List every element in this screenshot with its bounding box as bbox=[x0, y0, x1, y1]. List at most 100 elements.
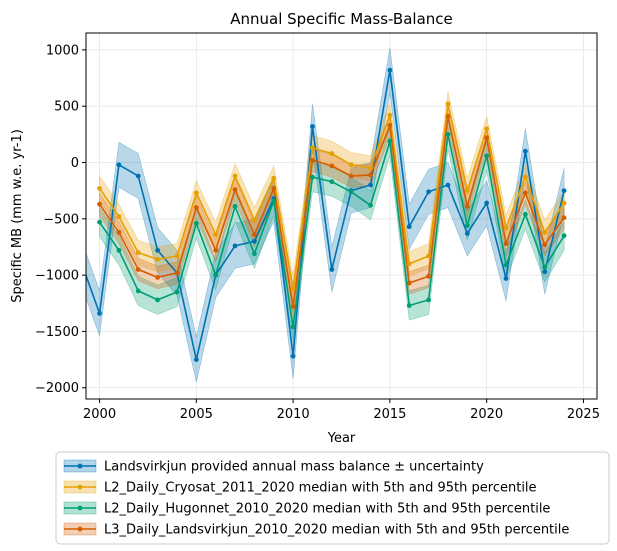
legend-item-4: L3_Daily_Landsvirkjun_2010_2020 median w… bbox=[63, 523, 569, 538]
legend-label: L3_Daily_Landsvirkjun_2010_2020 median w… bbox=[104, 523, 569, 538]
series-3-point bbox=[251, 251, 257, 257]
series-2-point bbox=[542, 229, 548, 235]
series-4-point bbox=[97, 201, 102, 207]
series-1-point bbox=[97, 311, 102, 316]
y-tick-label: −1500 bbox=[35, 325, 79, 340]
grid bbox=[86, 33, 597, 399]
series-2-point bbox=[387, 112, 393, 118]
series-1-point bbox=[464, 231, 470, 236]
series-4-point bbox=[290, 304, 296, 310]
legend-item-2: L2_Daily_Cryosat_2011_2020 median with 5… bbox=[63, 481, 537, 496]
series-4-point bbox=[426, 273, 432, 279]
series-3-point bbox=[329, 179, 335, 185]
legend-swatch-marker bbox=[77, 505, 83, 511]
series-4-point bbox=[368, 172, 373, 178]
series-1-point bbox=[445, 182, 451, 188]
series-3-point bbox=[213, 272, 219, 278]
legend-swatch-marker bbox=[77, 526, 83, 532]
series-3-point bbox=[135, 288, 141, 294]
series-3-point bbox=[406, 303, 412, 308]
series-2-point bbox=[368, 165, 373, 171]
series-1-band bbox=[86, 47, 565, 383]
x-tick-label: 2005 bbox=[180, 407, 213, 422]
legend-item-1: Landsvirkjun provided annual mass balanc… bbox=[63, 460, 484, 475]
series-2-point bbox=[213, 232, 219, 237]
chart-title: Annual Specific Mass-Balance bbox=[230, 10, 453, 28]
series-4-point bbox=[271, 186, 277, 191]
series-2-point bbox=[97, 186, 102, 191]
series-3-point bbox=[464, 223, 470, 228]
series-1-line bbox=[86, 69, 565, 361]
series-2-point bbox=[406, 261, 412, 267]
y-tick-label: −1000 bbox=[35, 269, 79, 284]
series-2-point bbox=[445, 101, 451, 107]
series-1-point bbox=[232, 243, 238, 249]
plot-frame bbox=[85, 32, 598, 400]
series-4-point bbox=[135, 267, 141, 272]
series-2-point bbox=[135, 250, 141, 256]
plot-area bbox=[86, 47, 567, 383]
series-3-point bbox=[310, 174, 315, 180]
x-axis-ticks: 2000 2005 2010 2015 2020 2025 bbox=[83, 399, 600, 422]
series-1-point bbox=[193, 357, 199, 362]
series-4-point bbox=[155, 274, 161, 280]
series-2-point bbox=[503, 225, 509, 231]
series-3-point bbox=[271, 198, 277, 204]
x-tick-label: 2025 bbox=[567, 407, 600, 422]
series-4-point bbox=[484, 135, 490, 141]
series-2-point bbox=[116, 214, 122, 219]
series-4-point bbox=[251, 232, 257, 237]
legend-swatch-marker bbox=[77, 463, 83, 469]
series-1-point bbox=[310, 124, 315, 129]
series-1-point bbox=[503, 276, 509, 281]
series-1-point bbox=[116, 162, 122, 168]
series-3-point bbox=[348, 189, 354, 195]
series-4-point bbox=[464, 204, 470, 209]
legend-item-3: L2_Daily_Hugonnet_2010_2020 median with … bbox=[63, 502, 550, 517]
x-axis-label: Year bbox=[327, 431, 356, 446]
series-3-point bbox=[522, 211, 528, 217]
series-2-point bbox=[522, 174, 528, 180]
series-1-point bbox=[155, 247, 161, 253]
y-tick-label: 0 bbox=[71, 156, 79, 171]
series-1-point bbox=[561, 188, 567, 194]
series-4-point bbox=[174, 270, 180, 276]
series-2-point bbox=[174, 253, 180, 259]
series-4-point bbox=[232, 187, 238, 192]
series-3-point bbox=[174, 289, 180, 295]
series-3-point bbox=[116, 247, 122, 253]
series-4-point bbox=[329, 163, 335, 169]
series-3-point bbox=[503, 262, 509, 268]
series-4-point bbox=[445, 113, 451, 119]
series-1-point bbox=[522, 148, 528, 154]
series-4-point bbox=[348, 173, 354, 179]
series-4-point bbox=[561, 215, 567, 221]
series-4-point bbox=[542, 242, 548, 248]
series-2-point bbox=[232, 173, 238, 179]
y-tick-label: −500 bbox=[43, 212, 79, 227]
x-tick-label: 2020 bbox=[470, 407, 503, 422]
series-2-point bbox=[290, 286, 296, 292]
series-4-point bbox=[213, 247, 219, 253]
y-tick-label: −2000 bbox=[35, 381, 79, 396]
y-tick-label: 1000 bbox=[46, 43, 79, 58]
series-2-point bbox=[464, 188, 470, 194]
series-1-point bbox=[387, 67, 393, 73]
series-3-point bbox=[387, 138, 393, 144]
series-4-point bbox=[503, 241, 509, 246]
series-3-point bbox=[97, 219, 102, 225]
series-2-point bbox=[561, 200, 567, 206]
series-1-point bbox=[368, 182, 373, 188]
legend-label: L2_Daily_Cryosat_2011_2020 median with 5… bbox=[104, 481, 537, 496]
series-4-point bbox=[116, 229, 122, 235]
series-1-point bbox=[329, 267, 335, 272]
series-3-point bbox=[542, 264, 548, 270]
series-3-point bbox=[232, 204, 238, 209]
series-2-point bbox=[426, 253, 432, 259]
series-3-point bbox=[290, 324, 296, 330]
series-2-point bbox=[271, 175, 277, 181]
series-2-point bbox=[251, 217, 257, 223]
series-3-point bbox=[193, 220, 199, 226]
series-1-point bbox=[484, 200, 490, 206]
series-points bbox=[97, 67, 567, 362]
